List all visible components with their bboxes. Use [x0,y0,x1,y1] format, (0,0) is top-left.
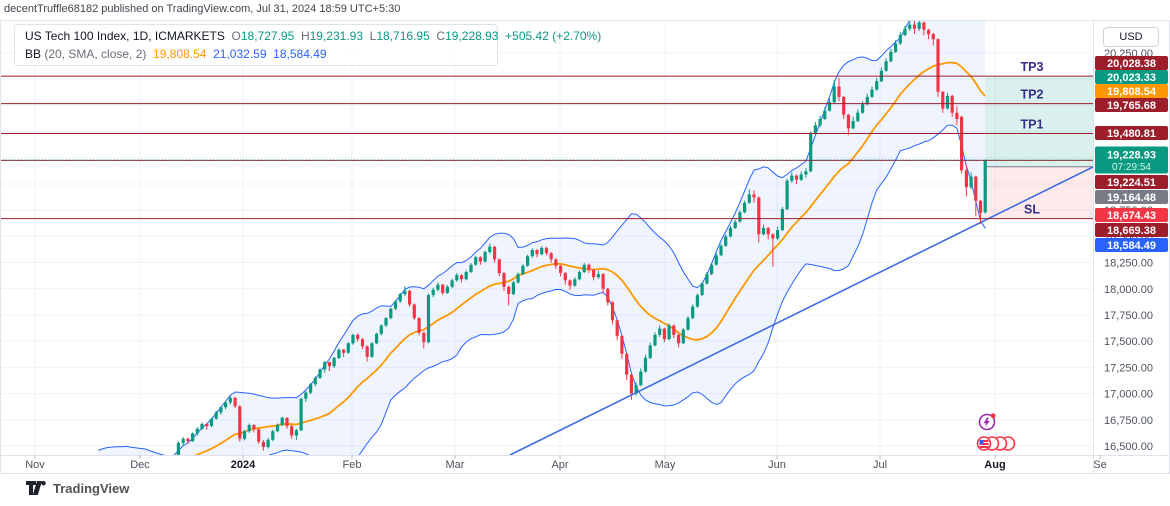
bollinger-values-row: BB (20, SMA, close, 2) 19,808.54 21,032.… [25,45,487,63]
price-tag-label: 19,765.68 [1107,100,1156,112]
chart-legend: US Tech 100 Index, 1D, ICMARKETS O18,727… [14,24,601,66]
currency-button[interactable]: USD [1103,27,1159,47]
legend-segment: +505.42 (+2.70%) [505,29,602,43]
notification-dot [990,413,996,419]
price-tag-label: 19,164.48 [1107,192,1156,204]
price-tag-label: 20,028.38 [1107,58,1156,70]
price-axis-tick: 18,250.00 [1104,258,1153,270]
price-axis-tick: 18,000.00 [1104,284,1153,296]
price-tag [1095,126,1168,140]
time-axis-label-se: Se [1093,459,1106,471]
legend-segment: 18,584.49 [273,47,327,61]
price-tag [1095,146,1168,174]
price-tag [1095,223,1168,237]
legend-segment: (20, SMA, close, 2) [44,47,154,61]
price-axis-tick: 17,750.00 [1104,310,1153,322]
legend-segment: 19,231.93 [309,29,370,43]
legend-segment: O [231,29,241,43]
tradingview-logo-text[interactable]: TradingView [53,481,130,496]
price-tag [1095,208,1168,222]
price-axis-tick: 16,500.00 [1104,441,1153,453]
legend-segment: 19,228.93 [445,29,506,43]
plot-area[interactable]: TP3 TP2 TP1 SL [0,0,1100,506]
time-axis-label-aug: Aug [984,459,1005,471]
legend-segment: 19,808.54 [153,47,214,61]
time-axis-label-jul: Jul [873,459,887,471]
level-label-tp1[interactable]: TP1 [1021,118,1044,132]
symbol-ohlc-row: US Tech 100 Index, 1D, ICMARKETS O18,727… [25,27,601,45]
price-tag [1095,56,1168,70]
price-tag [1095,175,1168,189]
level-label-sl[interactable]: SL [1024,203,1040,217]
legend-segment: 21,032.59 [213,47,274,61]
price-tag [1095,238,1168,252]
legend-segment: BB [25,47,45,61]
time-axis-label-feb: Feb [343,459,362,471]
price-tag [1095,84,1168,98]
bollinger-fill [98,20,986,455]
publish-watermark: decentTruffle68182 published on TradingV… [4,3,401,15]
legend-segment: H [300,29,310,43]
price-tag [1095,70,1168,84]
level-label-tp2[interactable]: TP2 [1021,88,1044,102]
long-position-profit-zone[interactable] [985,76,1093,167]
time-axis-label-may: May [655,459,676,471]
price-tag [1095,98,1168,112]
price-tag-label: 19,480.81 [1107,128,1156,140]
price-tag-label: 18,674.43 [1107,210,1156,222]
time-axis-label-apr: Apr [551,459,568,471]
price-tag-label: 18,669.38 [1107,225,1156,237]
legend-segment: 18,716.95 [376,29,437,43]
price-axis[interactable]: 20,250.0020,000.0019,750.0019,500.0019,2… [1095,48,1168,453]
level-label-tp3[interactable]: TP3 [1021,60,1044,74]
price-tag-label: 19,808.54 [1107,86,1157,98]
price-axis-tick: 16,750.00 [1104,415,1153,427]
footer-bar: TradingView [26,481,129,496]
legend-segment: C [436,29,446,43]
lightning-icon [983,417,990,427]
price-axis-tick: 17,250.00 [1104,362,1153,374]
time-axis-label-mar: Mar [446,459,465,471]
price-axis-tick: 17,500.00 [1104,336,1153,348]
bollinger-lower-band [267,124,986,455]
gridlines [0,20,1093,455]
time-axis-label-dec: Dec [130,459,150,471]
economic-event-icons[interactable] [976,413,1016,451]
price-axis-tick: 17,000.00 [1104,389,1153,401]
bollinger-upper-band [98,20,911,455]
trendline-drawing[interactable] [509,166,1093,455]
legend-segment: L [369,29,377,43]
time-axis-label-jun: Jun [768,459,786,471]
time-axis-label-2024: 2024 [231,459,256,471]
price-tag-label: 20,023.33 [1107,72,1156,84]
bar-close-countdown: 07:29:54 [1112,162,1151,173]
legend-segment: US Tech 100 Index, 1D, ICMARKETS [25,29,232,43]
tradingview-logo-icon[interactable] [26,481,47,496]
legend-segment: 18,727.95 [240,29,301,43]
last-price-tag-value: 19,228.93 [1107,150,1156,162]
price-tag-label: 18,584.49 [1107,240,1156,252]
price-tag [1095,190,1168,204]
time-axis[interactable]: Nov Dec 2024 Feb Mar Apr May Jun Jul Aug Se [25,455,1107,471]
time-axis-label-nov: Nov [25,459,45,471]
price-tag-label: 19,224.51 [1107,177,1156,189]
